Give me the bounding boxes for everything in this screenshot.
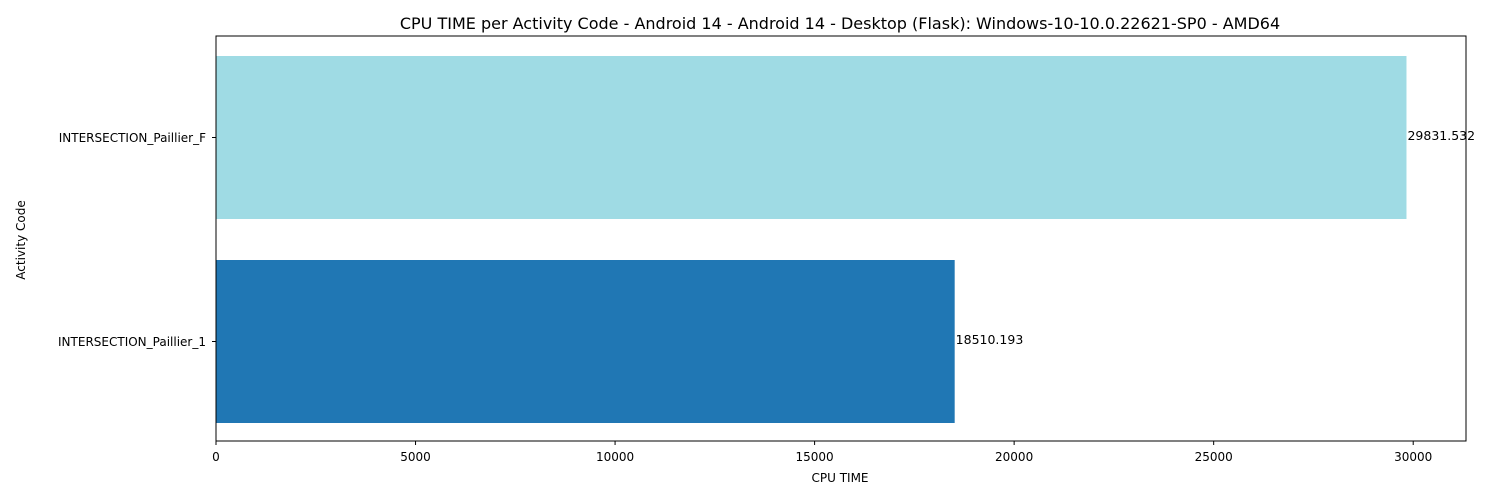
plot-frame <box>215 35 1467 442</box>
x-tick-label: 30000 <box>1394 450 1432 464</box>
y-axis-label: Activity Code <box>14 200 28 279</box>
y-tick-label: INTERSECTION_Paillier_1 <box>58 335 206 349</box>
x-tick-label: 10000 <box>596 450 634 464</box>
data-labels-layer: 29831.532 18510.193 <box>956 128 1475 347</box>
x-tick-label: 20000 <box>995 450 1033 464</box>
y-axis-ticks: INTERSECTION_Paillier_F INTERSECTION_Pail… <box>58 131 216 349</box>
y-tick-label: INTERSECTION_Paillier_F <box>59 131 206 145</box>
bar-INTERSECTION_Paillier_1 <box>216 260 955 423</box>
data-label-INTERSECTION_Paillier_F: 29831.532 <box>1407 128 1475 143</box>
x-axis-label: CPU TIME <box>811 471 868 485</box>
x-tick-label: 5000 <box>400 450 431 464</box>
x-tick-label: 25000 <box>1195 450 1233 464</box>
bar-INTERSECTION_Paillier_F <box>216 56 1407 219</box>
x-tick-label: 15000 <box>796 450 834 464</box>
x-tick-label: 0 <box>212 450 220 464</box>
chart-title: CPU TIME per Activity Code - Android 14 … <box>400 14 1280 33</box>
data-label-INTERSECTION_Paillier_1: 18510.193 <box>956 332 1024 347</box>
bars-layer <box>216 56 1407 423</box>
x-axis-ticks: 0 5000 10000 15000 20000 25000 30000 <box>212 441 1432 464</box>
